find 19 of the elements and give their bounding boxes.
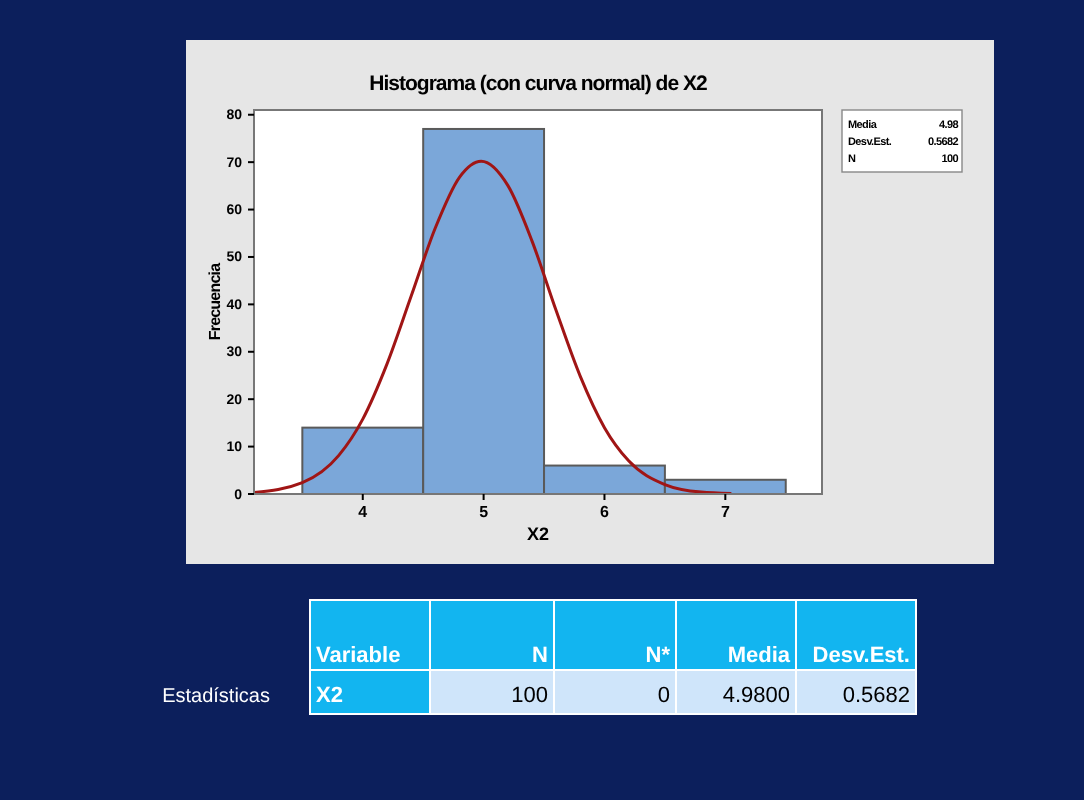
text: 4.9800 xyxy=(722,684,790,708)
text: Desv.Est. xyxy=(812,644,910,668)
x-tick-label: 5 xyxy=(479,503,490,522)
text: 0.5682 xyxy=(842,684,910,708)
x-axis-title: X2 xyxy=(526,524,550,544)
y-axis-title: Frecuencia xyxy=(206,261,224,341)
line-series xyxy=(252,159,733,496)
text: N* xyxy=(645,644,672,668)
x-tick-label: 7 xyxy=(720,503,731,522)
text: Media xyxy=(727,644,792,668)
text: Variable xyxy=(316,644,401,668)
x-tick-label: 6 xyxy=(600,503,611,522)
text: N xyxy=(532,644,549,668)
chart-title: Histograma (con curva normal) de X2 xyxy=(369,72,708,96)
text: X2 xyxy=(316,684,343,708)
text: 0 xyxy=(657,684,670,708)
text: Estadísticas xyxy=(162,686,270,708)
text: 100 xyxy=(511,684,548,708)
x-tick-label: 4 xyxy=(358,503,369,522)
